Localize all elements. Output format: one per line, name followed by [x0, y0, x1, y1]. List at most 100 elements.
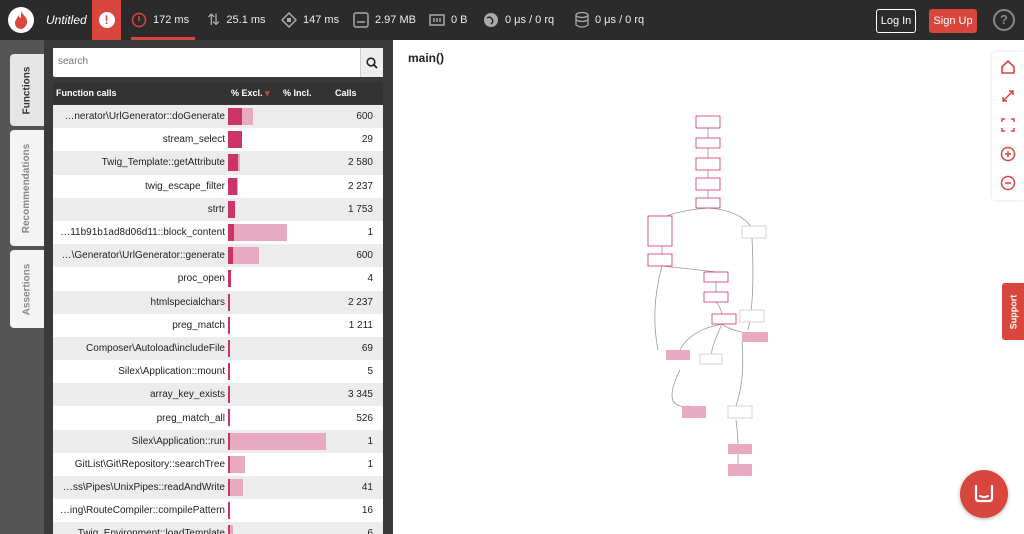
excl-bar [228, 177, 237, 195]
metric-value: 25.1 ms [226, 14, 266, 26]
table-row[interactable]: twig_escape_filter 2 237 [53, 174, 383, 198]
support-tab[interactable]: Support [1002, 283, 1024, 340]
search-input[interactable] [53, 48, 353, 75]
metric-memory[interactable]: 2.97 MB [353, 0, 419, 40]
call-count: 6 [367, 528, 373, 534]
table-row[interactable]: …11b91b1ad8d06d11::block_content 1 [53, 220, 383, 245]
header-function-calls[interactable]: Function calls [56, 88, 117, 98]
table-row[interactable]: GitList\Git\Repository::searchTree 1 [53, 452, 383, 476]
call-count: 1 [367, 435, 373, 447]
cost-bar [228, 453, 332, 476]
metric-value: 172 ms [153, 14, 190, 26]
call-count: 29 [361, 134, 373, 146]
header-incl[interactable]: % Incl. [283, 88, 312, 98]
side-tabs: Functions Recommendations Assertions [0, 40, 44, 534]
login-button[interactable]: Log In [876, 9, 916, 33]
call-count: 69 [361, 342, 373, 354]
call-count: 5 [367, 366, 373, 378]
flame-icon [8, 7, 34, 33]
function-name: …11b91b1ad8d06d11::block_content [60, 227, 225, 239]
zoom-out-icon[interactable] [992, 168, 1024, 197]
network-icon [429, 12, 445, 28]
incl-bar [228, 455, 245, 473]
incl-bar [228, 247, 260, 265]
function-name: Silex\Application::run [131, 435, 225, 447]
table-header: Function calls % Excl. ▾ % Incl. Calls [53, 82, 383, 104]
call-count: 1 [367, 458, 373, 470]
table-row[interactable]: Twig_Environment::loadTemplate 6 [53, 522, 383, 534]
cost-bar [228, 476, 332, 499]
tab-assertions[interactable]: Assertions [10, 250, 44, 328]
expand-icon[interactable] [992, 81, 1024, 110]
table-row[interactable]: Silex\Application::run 1 [53, 429, 383, 453]
signup-button[interactable]: Sign Up [929, 9, 977, 33]
table-row[interactable]: htmlspecialchars 2 237 [53, 290, 383, 314]
table-row[interactable]: …ing\RouteCompiler::compilePattern 16 [53, 499, 383, 523]
cost-bar [228, 221, 332, 244]
excl-bar [228, 316, 230, 334]
function-name: …ing\RouteCompiler::compilePattern [59, 505, 225, 517]
cost-bar [228, 291, 332, 314]
table-row[interactable]: preg_match 1 211 [53, 313, 383, 337]
function-name: …ss\Pipes\UnixPipes::readAndWrite [62, 482, 225, 494]
incl-bar [228, 432, 326, 450]
table-row[interactable]: Silex\Application::mount 5 [53, 360, 383, 384]
table-row[interactable]: Twig_Template::getAttribute 2 580 [53, 151, 383, 175]
table-row[interactable]: proc_open 4 [53, 267, 383, 291]
excl-bar [228, 247, 233, 265]
excl-bar [228, 270, 231, 288]
tab-functions[interactable]: Functions [10, 54, 44, 126]
function-name: …\Generator\UrlGenerator::generate [61, 250, 225, 262]
cost-bar [228, 337, 332, 360]
excl-bar [228, 502, 230, 520]
function-name: twig_escape_filter [144, 180, 225, 192]
table-row[interactable]: stream_select 29 [53, 128, 383, 152]
metric-value: 0 μs / 0 rq [505, 14, 555, 26]
metric-wall-time[interactable]: 172 ms [131, 0, 195, 40]
table-row[interactable]: Composer\Autoload\includeFile 69 [53, 336, 383, 361]
table-row[interactable]: …ss\Pipes\UnixPipes::readAndWrite 41 [53, 476, 383, 500]
table-row[interactable]: …\Generator\UrlGenerator::generate 600 [53, 244, 383, 268]
alert-button[interactable]: ! [92, 0, 121, 40]
fit-icon[interactable] [992, 110, 1024, 139]
function-name: array_key_exists [149, 389, 225, 401]
table-row[interactable]: strtr 1 753 [53, 197, 383, 221]
header-excl[interactable]: % Excl. ▾ [231, 87, 270, 98]
home-icon[interactable] [992, 52, 1024, 81]
metric-io[interactable]: ⇅ 25.1 ms [207, 0, 271, 40]
call-graph[interactable] [640, 110, 780, 480]
table-row[interactable]: preg_match_all 526 [53, 406, 383, 430]
cost-bar [228, 244, 332, 267]
search-icon [366, 56, 378, 69]
header-calls[interactable]: Calls [335, 88, 357, 98]
help-icon[interactable]: ? [993, 9, 1015, 31]
function-name: htmlspecialchars [150, 296, 225, 308]
zoom-in-icon[interactable] [992, 139, 1024, 168]
excl-bar [228, 479, 230, 496]
function-name: Silex\Application::mount [118, 366, 225, 378]
metric-sql[interactable]: 0 μs / 0 rq [575, 0, 655, 40]
clock-icon [131, 12, 147, 28]
excl-bar [228, 525, 230, 534]
metric-network[interactable]: 0 B [429, 0, 473, 40]
function-name: proc_open [177, 273, 225, 285]
function-name: Composer\Autoload\includeFile [86, 342, 225, 354]
sql-database-icon [575, 12, 589, 28]
chat-button[interactable] [960, 470, 1008, 518]
cost-bar [228, 360, 332, 383]
table-row[interactable]: array_key_exists 3 345 [53, 383, 383, 407]
function-name: GitList\Git\Repository::searchTree [74, 458, 225, 470]
table-row[interactable]: …nerator\UrlGenerator::doGenerate 600 [53, 105, 383, 129]
metric-http[interactable]: 0 μs / 0 rq [483, 0, 563, 40]
search-button[interactable] [360, 48, 383, 77]
profile-title[interactable]: Untitled [46, 13, 87, 27]
function-name: Twig_Template::getAttribute [101, 157, 225, 169]
blackfire-logo[interactable] [0, 0, 42, 40]
metric-cpu[interactable]: 147 ms [281, 0, 343, 40]
tab-recommendations[interactable]: Recommendations [10, 130, 44, 246]
top-bar: Untitled ! 172 ms ⇅ 25.1 ms 147 ms 2.97 … [0, 0, 1024, 40]
cost-bar [228, 522, 332, 534]
excl-bar [228, 455, 230, 473]
io-arrows-icon: ⇅ [207, 12, 221, 29]
excl-bar [228, 293, 230, 311]
